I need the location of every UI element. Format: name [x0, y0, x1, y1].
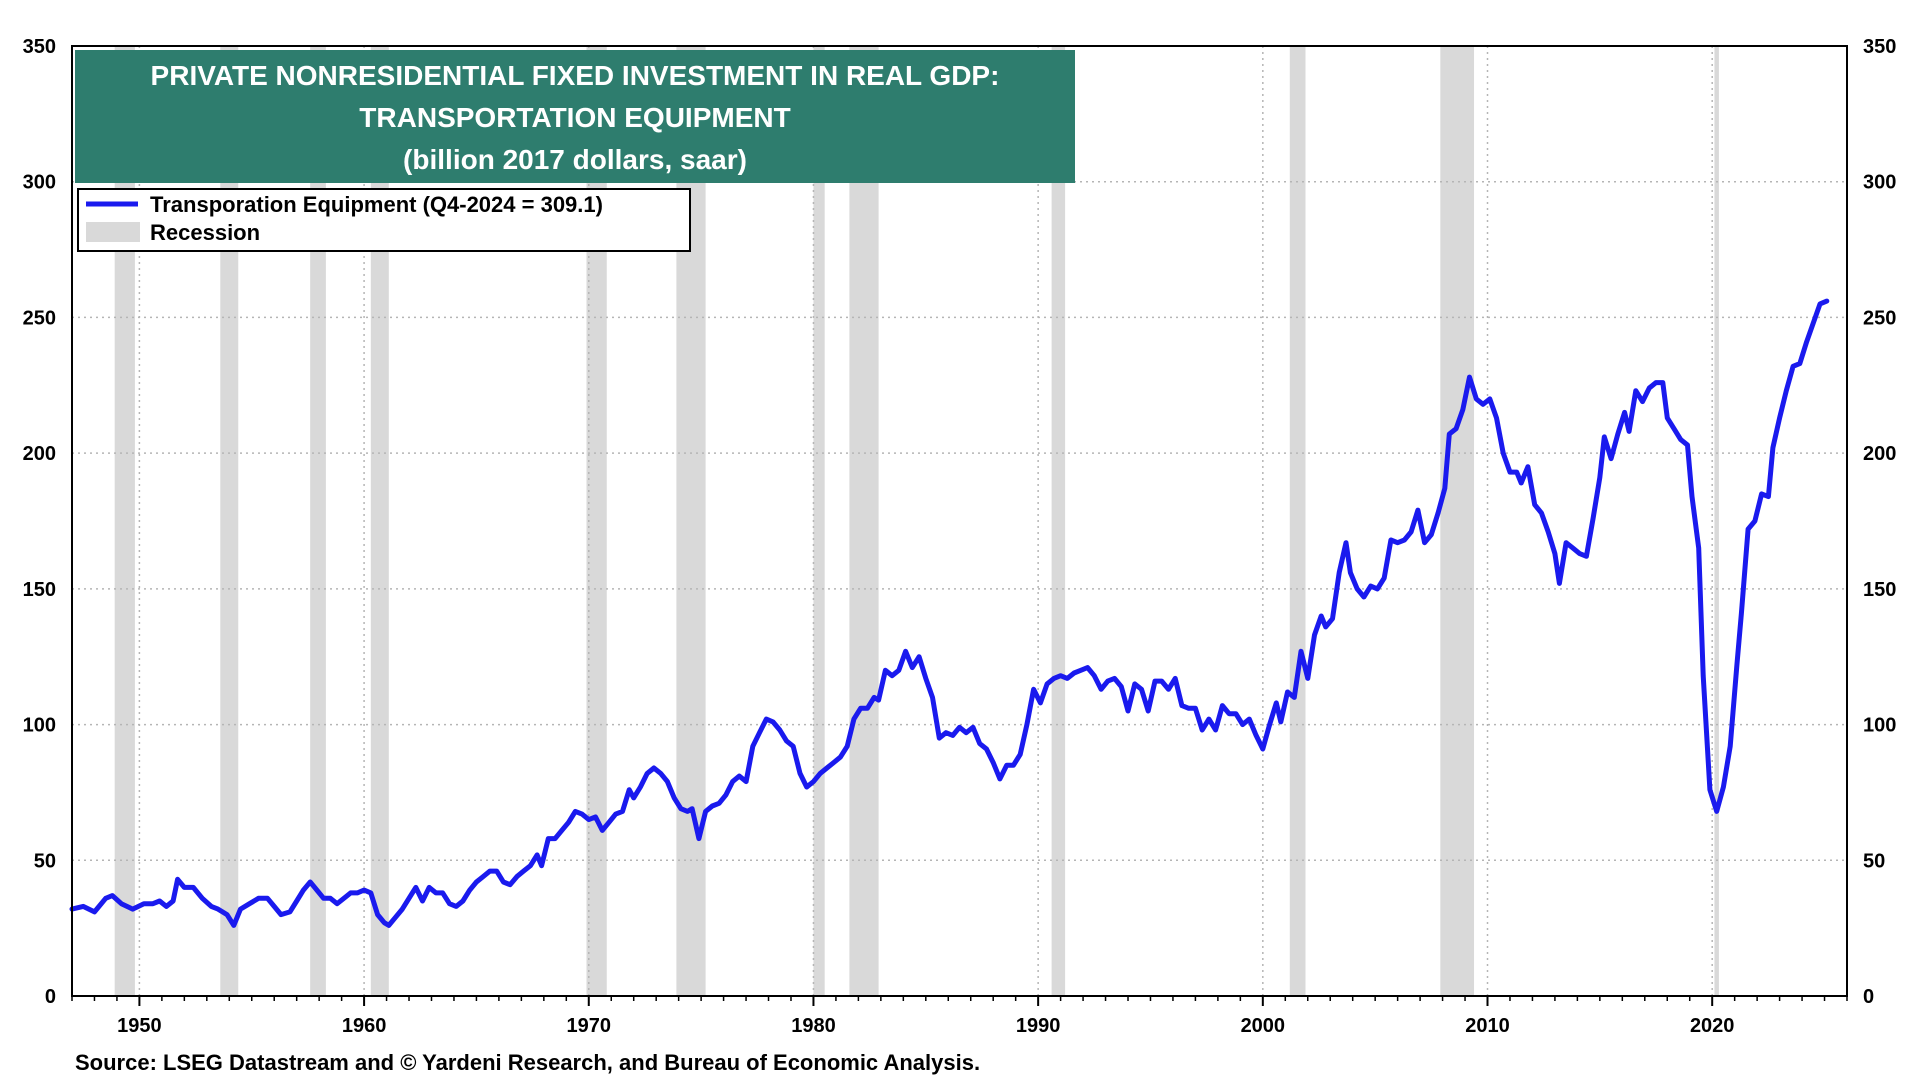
- y-tick-label-left: 100: [23, 715, 56, 737]
- x-tick-label: 1950: [117, 1015, 162, 1037]
- source-note: Source: LSEG Datastream and © Yardeni Re…: [75, 1050, 980, 1075]
- y-tick-label-right: 250: [1863, 307, 1896, 329]
- x-tick-label: 1960: [342, 1015, 387, 1037]
- recession-band: [1714, 46, 1719, 996]
- chart-title: PRIVATE NONRESIDENTIAL FIXED INVESTMENT …: [151, 60, 1000, 91]
- recession-band: [220, 46, 239, 996]
- y-tick-label-left: 300: [23, 172, 56, 194]
- recession-band: [370, 46, 389, 996]
- series-layer: [69, 298, 1830, 928]
- y-tick-label-right: 200: [1863, 443, 1896, 465]
- y-tick-label-left: 350: [23, 36, 56, 58]
- x-tick-label: 1980: [791, 1015, 836, 1037]
- y-tick-label-left: 50: [34, 850, 56, 872]
- legend-series-label: Transporation Equipment (Q4-2024 = 309.1…: [150, 192, 603, 217]
- series-line: [69, 298, 1830, 928]
- y-tick-label-right: 100: [1863, 715, 1896, 737]
- legend: Transporation Equipment (Q4-2024 = 309.1…: [77, 188, 691, 252]
- y-tick-label-left: 150: [23, 579, 56, 601]
- title-background: [75, 50, 1075, 183]
- y-tick-label-right: 0: [1863, 986, 1874, 1008]
- y-tick-label-right: 50: [1863, 850, 1885, 872]
- legend-recession-label: Recession: [150, 220, 260, 245]
- recession-band: [310, 46, 326, 996]
- chart-subtitle: TRANSPORTATION EQUIPMENT: [359, 102, 790, 133]
- plot-frame: [71, 45, 1848, 997]
- recession-band: [849, 46, 879, 996]
- recession-band: [1289, 46, 1306, 996]
- y-tick-label-right: 350: [1863, 36, 1896, 58]
- y-tick-label-right: 150: [1863, 579, 1896, 601]
- x-tick-label: 2000: [1241, 1015, 1286, 1037]
- y-tick-label-left: 250: [23, 307, 56, 329]
- title-box: PRIVATE NONRESIDENTIAL FIXED INVESTMENT …: [75, 50, 1075, 183]
- y-tick-label-right: 300: [1863, 172, 1896, 194]
- x-tick-label: 1970: [567, 1015, 612, 1037]
- x-tick-label: 2020: [1690, 1015, 1735, 1037]
- recession-band: [813, 46, 825, 996]
- recession-band: [1440, 46, 1475, 996]
- legend-recession-swatch: [86, 222, 140, 242]
- recession-band: [1051, 46, 1066, 996]
- chart-units: (billion 2017 dollars, saar): [403, 144, 747, 175]
- x-tick-label: 2010: [1465, 1015, 1510, 1037]
- recession-band: [114, 46, 135, 996]
- legend-box: [77, 188, 691, 252]
- y-tick-label-left: 200: [23, 443, 56, 465]
- y-tick-label-left: 0: [45, 986, 56, 1008]
- recession-band: [586, 46, 607, 996]
- x-tick-label: 1990: [1016, 1015, 1061, 1037]
- axis-ticks: 0 0 50 50 100 100 150 150 200 200 250 250 300 300 350 3…: [23, 36, 1897, 1037]
